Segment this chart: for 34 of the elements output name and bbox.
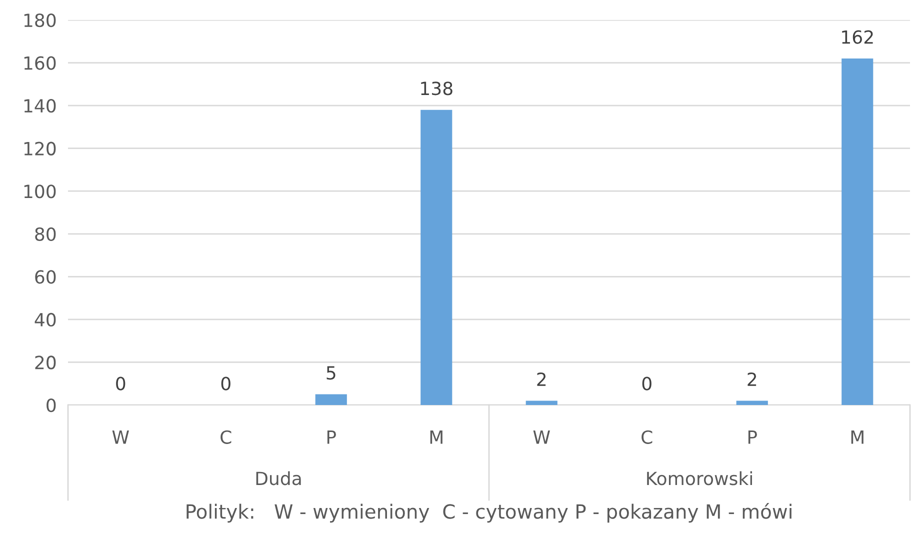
data-label: 5 xyxy=(326,366,336,380)
x-tick-label: W xyxy=(112,430,129,444)
x-tick-label: M xyxy=(851,430,864,444)
y-tick-label: 160 xyxy=(24,56,56,70)
data-label: 2 xyxy=(537,372,546,386)
bar xyxy=(842,58,874,405)
x-tick-label: C xyxy=(642,430,652,444)
y-tick-label: 80 xyxy=(35,227,56,242)
bar xyxy=(420,110,452,405)
y-tick-label: 60 xyxy=(35,270,56,284)
x-axis-title: Polityk: W - wymieniony C - cytowany P - pokazany M - mówi xyxy=(186,503,792,523)
y-tick-label: 120 xyxy=(24,142,56,156)
bar xyxy=(736,400,768,405)
text: Komorowski xyxy=(647,471,752,486)
y-tick-label: 180 xyxy=(24,13,56,28)
data-label: 0 xyxy=(221,376,230,390)
x-tick-label: M xyxy=(430,430,442,444)
x-tick-label: W xyxy=(533,430,550,444)
y-tick-label: 0 xyxy=(46,398,56,412)
y-tick-label: 20 xyxy=(35,356,56,370)
y-tick-label: 100 xyxy=(24,184,56,198)
y-tick-label: 140 xyxy=(24,99,56,113)
data-label: 0 xyxy=(116,376,126,390)
x-tick-label: P xyxy=(748,430,757,444)
x-tick-label: P xyxy=(327,430,336,444)
bar xyxy=(315,394,347,405)
data-label: 2 xyxy=(748,372,756,386)
data-label: 138 xyxy=(421,82,452,96)
data-label: 162 xyxy=(842,30,873,44)
y-tick-label: 40 xyxy=(34,312,56,327)
bar xyxy=(526,400,558,405)
data-label: 0 xyxy=(642,376,652,390)
x-tick-label: C xyxy=(220,430,232,444)
text: Duda xyxy=(256,471,301,486)
